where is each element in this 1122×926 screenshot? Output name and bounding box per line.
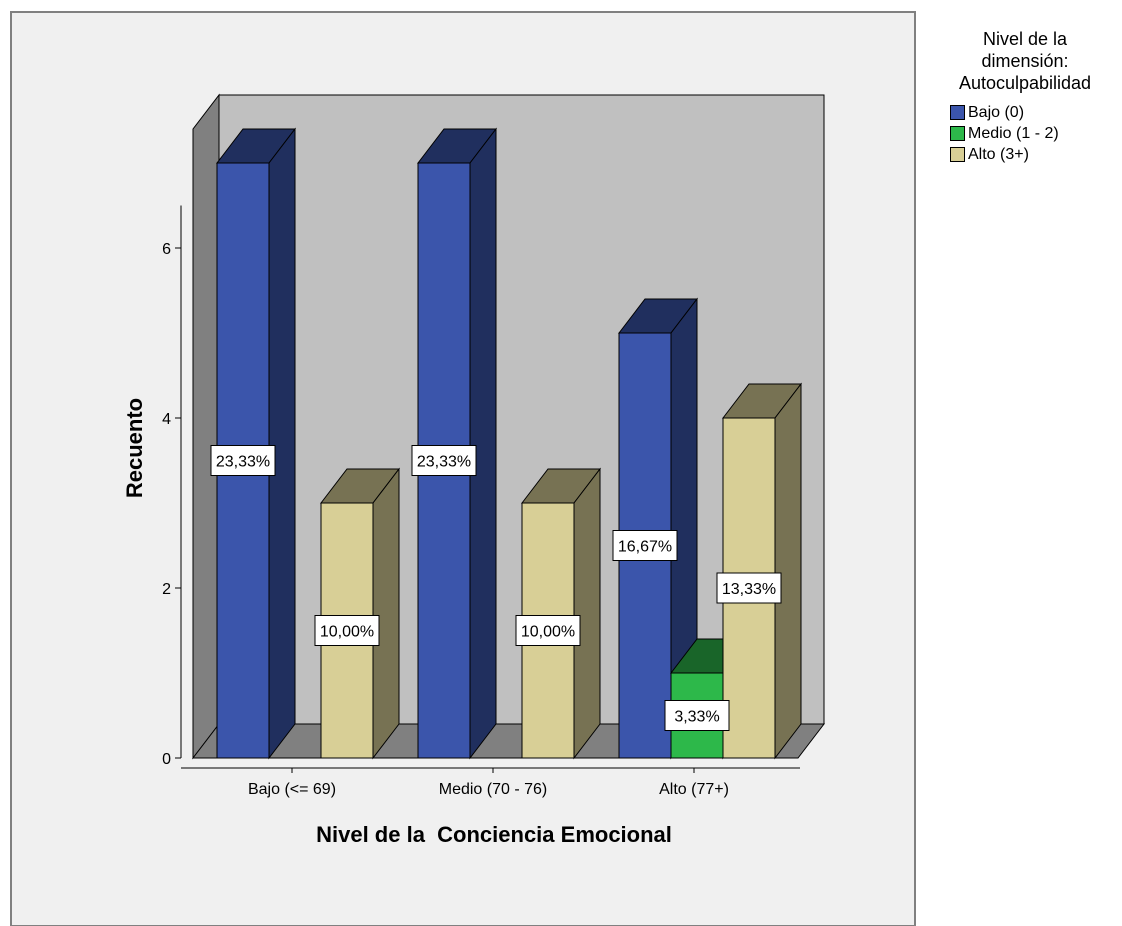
legend-swatch [950,105,965,120]
bar [215,127,297,760]
data-label-text: 13,33% [722,581,776,598]
data-label-text: 16,67% [618,539,672,556]
bar-side [774,382,802,760]
legend-label: Medio (1 - 2) [968,124,1059,142]
x-tick-label: Alto (77+) [659,781,729,798]
legend-item: Bajo (0) [950,102,1122,123]
legend-swatch [950,126,965,141]
data-label: 10,00% [515,615,581,646]
legend-label: Alto (3+) [968,145,1029,163]
data-label: 3,33% [664,700,730,731]
y-tick-label: 6 [162,241,171,258]
left-wall [192,93,220,760]
bar-side [469,127,497,760]
y-tick-label: 4 [162,411,171,428]
data-label: 10,00% [314,615,380,646]
data-label: 23,33% [210,445,276,476]
legend-swatch [950,147,965,162]
data-label: 23,33% [411,445,477,476]
bar-side [268,127,296,760]
x-axis-label: Nivel de la Conciencia Emocional [316,822,672,847]
legend-label: Bajo (0) [968,103,1025,121]
bar-side [372,467,400,760]
legend-title: Nivel de la dimensión: Autoculpabilidad [958,29,1092,93]
y-tick-label: 0 [162,751,171,768]
y-axis-label: Recuento [122,398,147,498]
data-label-text: 3,33% [674,709,719,726]
data-label-text: 10,00% [521,624,575,641]
legend-item: Medio (1 - 2) [950,123,1122,144]
bar [520,467,602,760]
data-label: 13,33% [716,572,782,604]
legend: Nivel de la dimensión: Autoculpabilidad … [928,28,1122,165]
data-label-text: 23,33% [417,454,471,471]
legend-item: Alto (3+) [950,144,1122,165]
y-tick-label: 2 [162,581,171,598]
data-label-text: 23,33% [216,454,270,471]
bar-side [573,467,601,760]
bar [721,382,803,760]
data-label-text: 10,00% [320,624,374,641]
x-tick-label: Bajo (<= 69) [248,781,336,798]
x-tick-label: Medio (70 - 76) [439,781,548,798]
bar [416,127,498,760]
data-label: 16,67% [612,530,678,561]
bar [319,467,401,760]
